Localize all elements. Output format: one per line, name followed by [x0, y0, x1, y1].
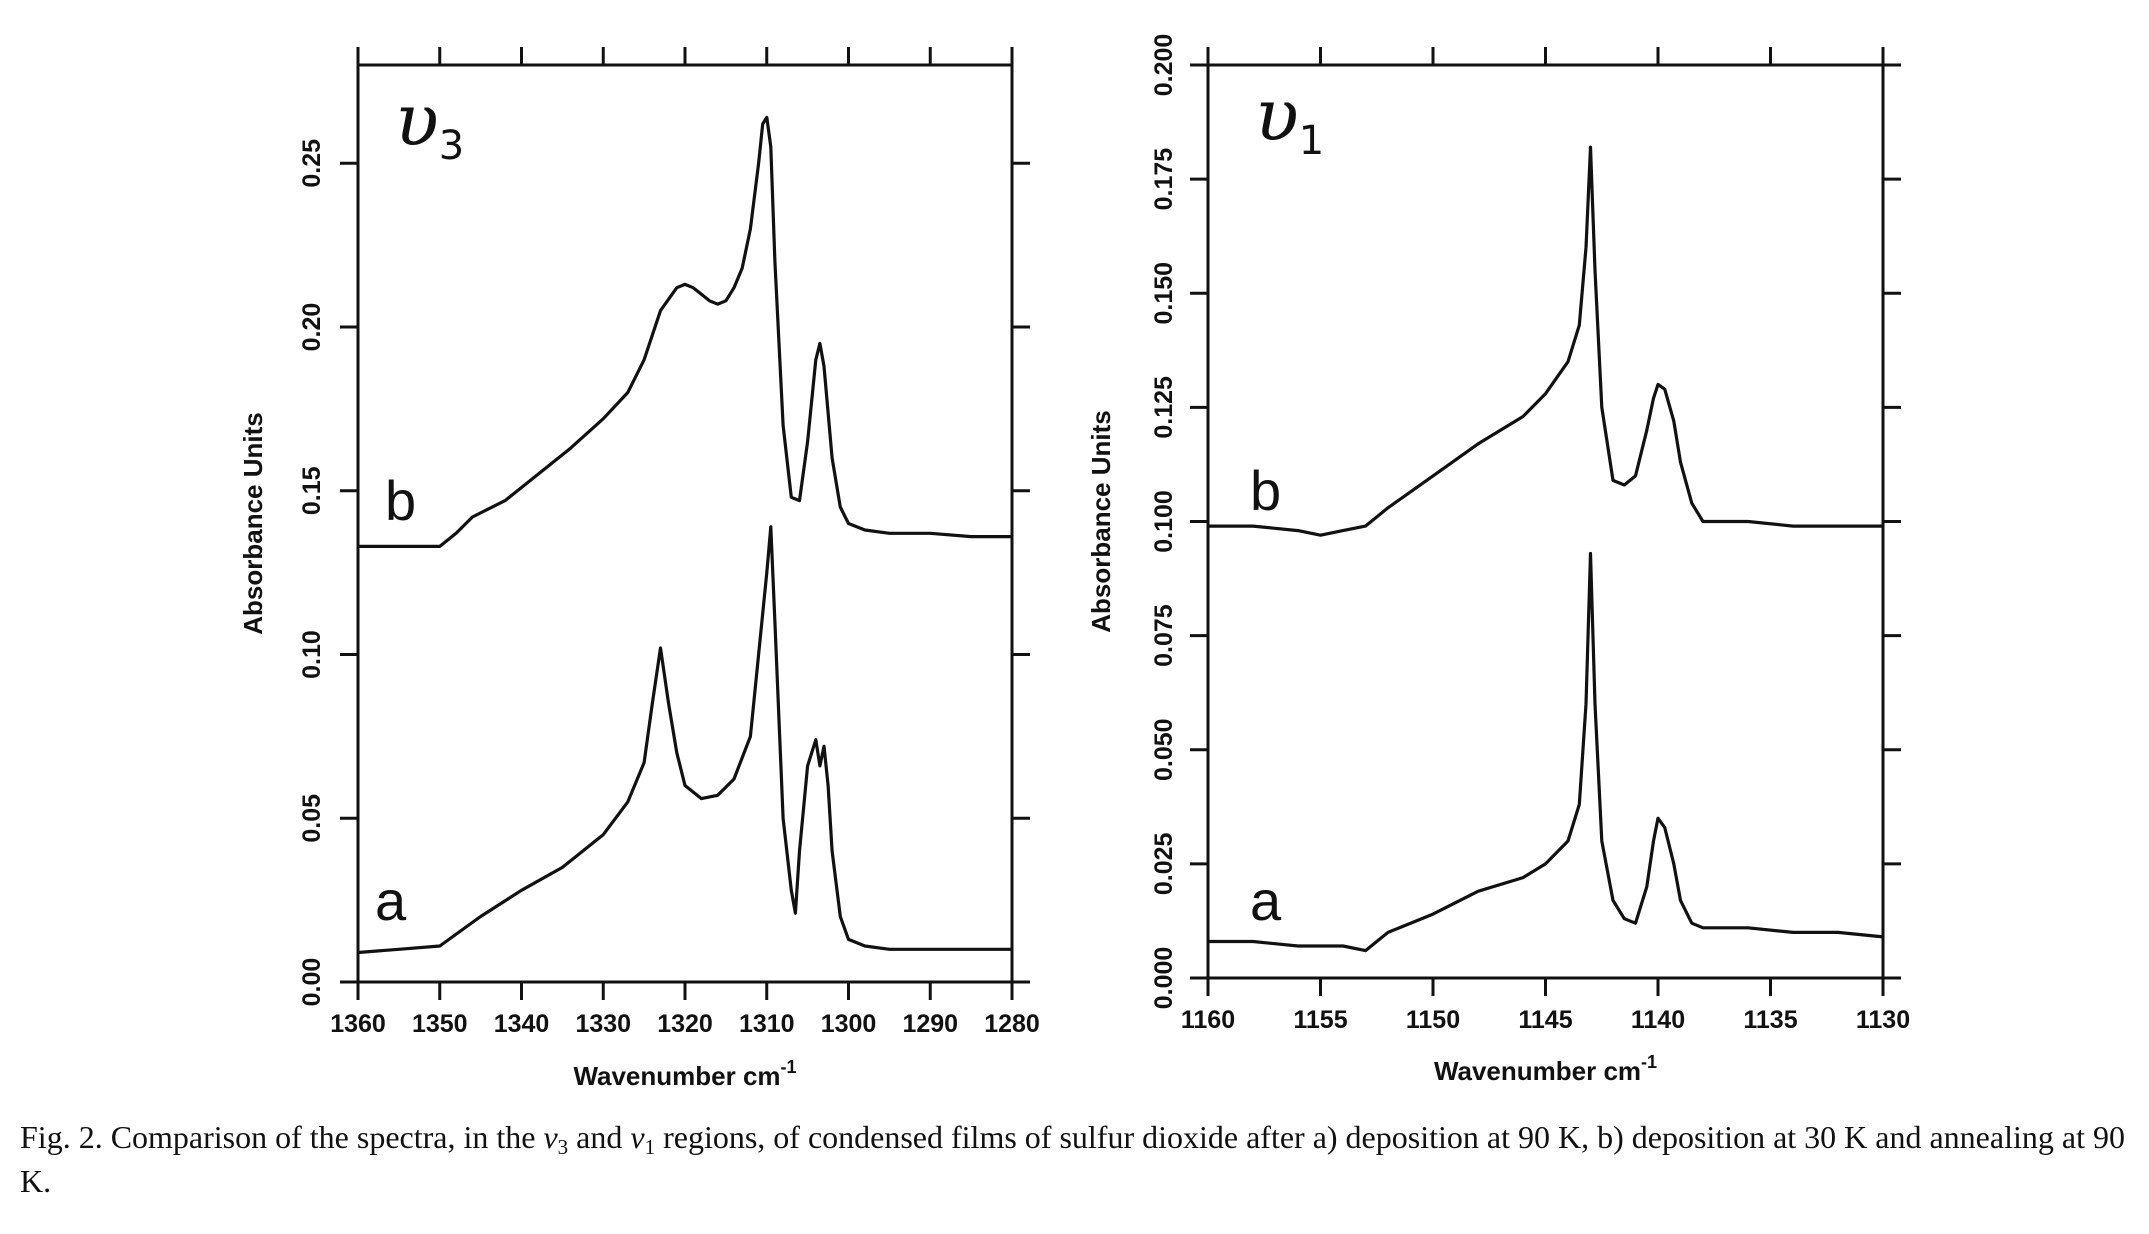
- y-tick-label: 0.05: [298, 794, 326, 843]
- series-label-b: b: [1250, 459, 1281, 522]
- series-line-a: [1208, 551, 1884, 953]
- x-tick-label: 1290: [902, 1010, 958, 1038]
- x-axis-title-text: Wavenumber cm: [1434, 1056, 1641, 1086]
- x-tick-label: 1140: [1631, 1006, 1685, 1034]
- series-line-b: [358, 115, 1012, 548]
- x-tick-label: 1130: [1856, 1006, 1910, 1034]
- caption-and: and: [568, 1119, 631, 1155]
- y-tick-label: 0.050: [1150, 718, 1178, 781]
- x-tick-label: 1300: [821, 1010, 877, 1038]
- panel-label: υ3: [395, 78, 464, 169]
- panel-nu1: 1160 1155 1150 1145 1140 1135 1130 0.000 0.025 0.…: [1086, 34, 1910, 1086]
- caption-suffix: regions, of condensed films of sulfur di…: [20, 1119, 2125, 1199]
- x-tick-label: 1320: [657, 1010, 713, 1038]
- x-tick-label: 1280: [984, 1010, 1040, 1038]
- series-line-a: [357, 525, 1012, 955]
- caption-sub-3: 3: [557, 1135, 569, 1159]
- x-tick-label: 1145: [1518, 1006, 1572, 1034]
- panel-nu3: 1360 1350 1340 1330 1320 1310 1300 1290 1280 0.00…: [238, 47, 1040, 1091]
- plot-frame: [356, 63, 1014, 984]
- y-tick-label: 0.25: [298, 139, 326, 188]
- y-tick-label: 0.00: [298, 958, 326, 1007]
- y-tick-label: 0.025: [1150, 832, 1178, 895]
- x-tick-label: 1360: [330, 1010, 386, 1038]
- x-axis-title: Wavenumber cm-1: [1434, 1052, 1657, 1086]
- series-label-a: a: [1250, 869, 1282, 932]
- x-axis-title-text: Wavenumber cm: [573, 1061, 780, 1091]
- panel-label-symbol: υ: [395, 78, 439, 162]
- series-line-b: [1208, 145, 1883, 537]
- series-label-b: b: [385, 469, 416, 532]
- x-tick-label: 1350: [412, 1010, 468, 1038]
- x-tick-label: 1150: [1406, 1006, 1460, 1034]
- caption-prefix: Fig. 2. Comparison of the spectra, in th…: [20, 1119, 544, 1155]
- caption-nu-3: ν: [543, 1119, 558, 1155]
- y-tick-label: 0.075: [1150, 604, 1178, 667]
- y-tick-label: 0.100: [1150, 490, 1178, 553]
- y-tick-label: 0.150: [1150, 262, 1178, 325]
- panel-label-symbol: υ: [1255, 73, 1299, 157]
- y-tick-label: 0.200: [1150, 34, 1178, 97]
- y-tick-label: 0.175: [1150, 148, 1178, 211]
- y-axis-title: Absorbance Units: [1086, 410, 1116, 633]
- x-tick-label: 1135: [1743, 1006, 1797, 1034]
- plot-frame: [1206, 63, 1885, 980]
- x-tick-label: 1330: [575, 1010, 631, 1038]
- y-tick-label: 0.10: [298, 630, 326, 679]
- panel-label: υ1: [1255, 73, 1324, 164]
- x-tick-label: 1340: [494, 1010, 550, 1038]
- x-tick-label: 1155: [1293, 1006, 1347, 1034]
- y-tick-label: 0.000: [1150, 947, 1178, 1010]
- panel-label-sub: 3: [439, 123, 464, 169]
- y-tick-label: 0.15: [298, 466, 326, 515]
- y-axis-title: Absorbance Units: [238, 412, 268, 635]
- caption-nu-1: ν: [630, 1119, 645, 1155]
- y-tick-label: 0.20: [298, 303, 326, 352]
- figure-caption: Fig. 2. Comparison of the spectra, in th…: [20, 1115, 2130, 1203]
- series-label-a: a: [375, 869, 407, 932]
- x-tick-label: 1160: [1181, 1006, 1235, 1034]
- x-tick-label: 1310: [739, 1010, 795, 1038]
- panel-label-sub: 1: [1299, 118, 1324, 164]
- x-axis-title-sup: -1: [781, 1057, 797, 1077]
- x-axis-title-sup: -1: [1641, 1052, 1657, 1072]
- y-tick-label: 0.125: [1150, 376, 1178, 439]
- caption-sub-1: 1: [644, 1135, 656, 1159]
- x-axis-title: Wavenumber cm-1: [573, 1057, 796, 1091]
